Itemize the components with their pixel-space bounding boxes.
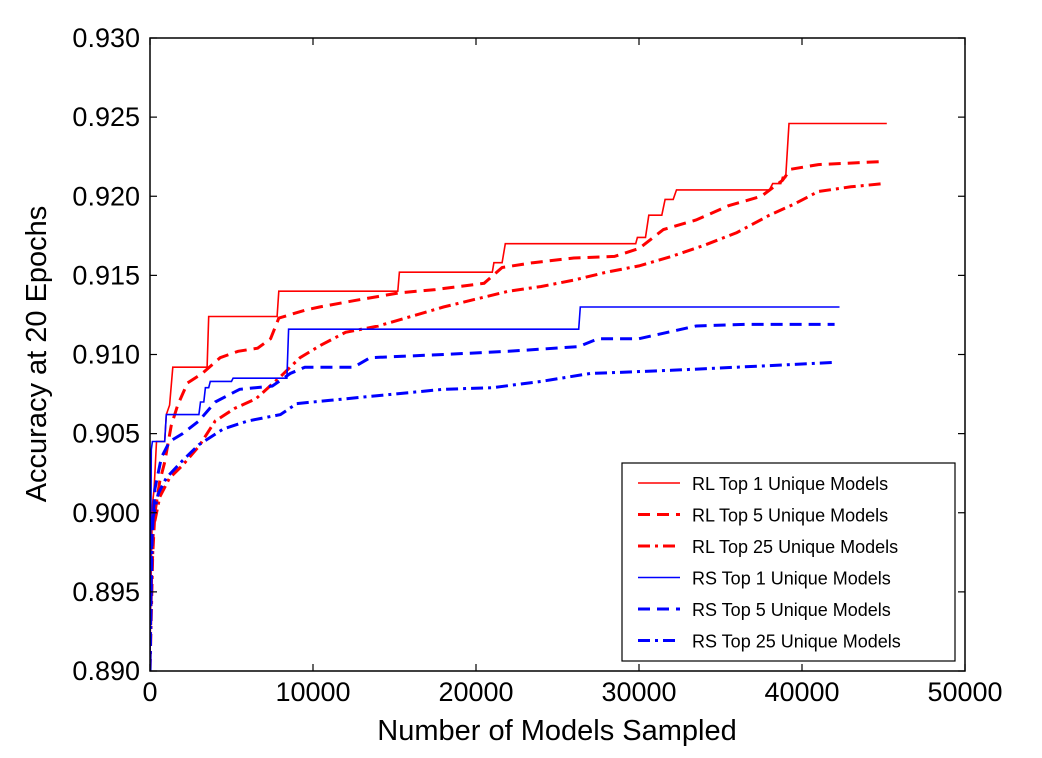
series-line — [150, 306, 840, 659]
legend-label: RL Top 5 Unique Models — [692, 506, 888, 526]
legend-label: RL Top 25 Unique Models — [692, 537, 898, 557]
y-tick-label: 0.905 — [72, 419, 140, 449]
legend-label: RS Top 1 Unique Models — [692, 569, 891, 589]
series-line — [150, 182, 884, 671]
legend-label: RS Top 25 Unique Models — [692, 632, 901, 652]
legend: RL Top 1 Unique Models RL Top 5 Unique Mo… — [621, 462, 956, 662]
series-line — [150, 159, 886, 664]
plot-area: 0 10000 20000 30000 40000 50000 0.890 0.895 0.90… — [72, 23, 1002, 707]
ticks-layer: 0 10000 20000 30000 40000 50000 0.890 0.895 0.90… — [72, 23, 1002, 707]
legend-label: RS Top 5 Unique Models — [692, 600, 891, 620]
x-axis-label: Number of Models Sampled — [377, 715, 736, 747]
series-line — [150, 322, 835, 664]
x-tick-label: 40000 — [764, 677, 839, 707]
y-axis-label: Accuracy at 20 Epochs — [21, 206, 53, 503]
y-tick-label: 0.890 — [72, 656, 140, 686]
y-tick-label: 0.920 — [72, 181, 140, 211]
y-tick-label: 0.895 — [72, 577, 140, 607]
x-tick-label: 50000 — [927, 677, 1002, 707]
x-tick-label: 0 — [142, 677, 157, 707]
y-tick-label: 0.925 — [72, 102, 140, 132]
y-tick-label: 0.900 — [72, 498, 140, 528]
x-tick-label: 20000 — [438, 677, 513, 707]
series-layer — [150, 122, 887, 671]
y-tick-label: 0.915 — [72, 260, 140, 290]
x-tick-label: 10000 — [275, 677, 350, 707]
legend-box — [621, 462, 956, 662]
y-tick-label: 0.910 — [72, 340, 140, 370]
y-tick-label: 0.930 — [72, 23, 140, 53]
legend-label: RL Top 1 Unique Models — [692, 474, 888, 494]
x-tick-label: 30000 — [601, 677, 676, 707]
